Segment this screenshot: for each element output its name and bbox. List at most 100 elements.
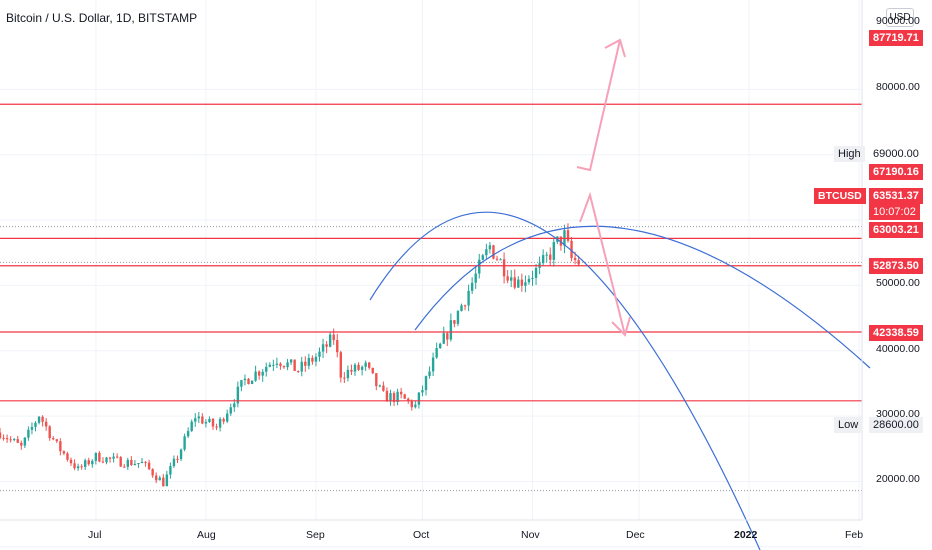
symbol-title: Bitcoin / U.S. Dollar, 1D, BITSTAMP: [6, 11, 198, 25]
candle-body: [179, 449, 183, 460]
candle-body: [389, 393, 392, 402]
high-value-tag: 69000.00: [869, 146, 923, 162]
candle-body: [364, 362, 367, 367]
down-projection-arrow[interactable]: [579, 191, 626, 336]
candle-body: [233, 403, 236, 408]
candle-body: [442, 333, 445, 344]
candle-body: [541, 255, 545, 264]
candle-body: [34, 422, 37, 427]
candle-body: [524, 282, 527, 286]
candle-body: [549, 254, 552, 260]
candle-body: [343, 377, 346, 379]
candle-body: [52, 438, 55, 440]
candle-body: [137, 463, 140, 465]
candle-body: [211, 418, 215, 427]
down-arrow-head: [611, 316, 631, 337]
candle-body: [27, 429, 30, 438]
candle-body: [130, 459, 133, 466]
countdown-tag: 10:07:02: [869, 204, 920, 220]
resistance-87719-tag: 87719.71: [869, 30, 923, 46]
candle-body: [66, 453, 69, 460]
candle-body: [456, 311, 460, 324]
price-tick: 80000.00: [876, 81, 920, 93]
candle-body: [112, 456, 115, 459]
time-tick: Dec: [626, 529, 645, 541]
candle-body: [186, 430, 190, 437]
candle-body: [87, 460, 90, 465]
candle-body: [392, 393, 396, 402]
candle-body: [506, 276, 509, 281]
time-tick: Sep: [306, 529, 325, 541]
candles: [0, 223, 580, 487]
candle-body: [492, 245, 495, 259]
resistance-67190-tag: 67190.16: [869, 164, 923, 180]
candle-body: [307, 357, 311, 366]
outer-arc[interactable]: [369, 211, 761, 550]
time-tick: Oct: [413, 529, 430, 541]
candle-body: [69, 459, 73, 464]
candle-body: [257, 371, 261, 376]
candle-body: [126, 459, 129, 467]
candle-body: [162, 477, 165, 487]
candle-body: [268, 364, 271, 367]
candle-body: [357, 364, 360, 370]
candle-body: [105, 457, 108, 463]
candle-body: [410, 400, 413, 408]
candle-body: [282, 365, 286, 368]
price-tick: 40000.00: [876, 343, 920, 355]
candle-body: [243, 378, 247, 381]
level-lines[interactable]: [0, 103, 862, 402]
currency-button[interactable]: USD: [886, 8, 914, 27]
time-tick: Jul: [88, 529, 102, 541]
candle-body: [470, 282, 474, 291]
symbol-tag: BTCUSD: [814, 188, 866, 204]
candle-body: [513, 277, 516, 288]
candle-body: [488, 245, 492, 250]
candle-body: [229, 407, 232, 414]
candle-body: [332, 334, 335, 341]
candle-body: [520, 279, 524, 286]
inner-arc[interactable]: [414, 225, 871, 369]
candle-body: [59, 441, 62, 452]
candle-body: [417, 392, 421, 405]
candle-body: [250, 380, 254, 385]
drawings[interactable]: [369, 38, 871, 550]
candle-body: [194, 418, 197, 422]
candle-body: [226, 413, 229, 422]
candle-body: [293, 359, 296, 371]
up-projection-arrow[interactable]: [576, 39, 621, 172]
candle-body: [573, 258, 577, 261]
candle-body: [407, 398, 410, 401]
candle-body: [339, 352, 342, 378]
candle-body: [510, 277, 513, 281]
candle-body: [48, 426, 51, 439]
candle-body: [147, 462, 151, 470]
candle-body: [133, 463, 137, 466]
candle-body: [414, 404, 417, 408]
candle-body: [446, 333, 449, 340]
candle-body: [297, 370, 300, 372]
candle-body: [55, 439, 58, 442]
candle-body: [368, 362, 371, 368]
candle-body: [499, 259, 502, 261]
candle-body: [304, 361, 307, 366]
time-tick: Nov: [521, 529, 540, 541]
candle-body: [517, 279, 520, 288]
candle-body: [300, 361, 303, 372]
time-tick: Feb: [845, 529, 864, 541]
candle-body: [140, 461, 144, 464]
candle-body: [545, 254, 548, 256]
candle-body: [403, 394, 406, 399]
candle-body: [261, 371, 264, 376]
price-tick: 50000.00: [876, 277, 920, 289]
candle-body: [481, 255, 484, 260]
candle-body: [328, 334, 332, 347]
candle-body: [13, 439, 16, 441]
candle-body: [485, 249, 488, 256]
candle-body: [399, 391, 403, 395]
candle-body: [176, 458, 179, 460]
time-tick: 2022: [734, 529, 758, 541]
candle-body: [286, 362, 289, 368]
